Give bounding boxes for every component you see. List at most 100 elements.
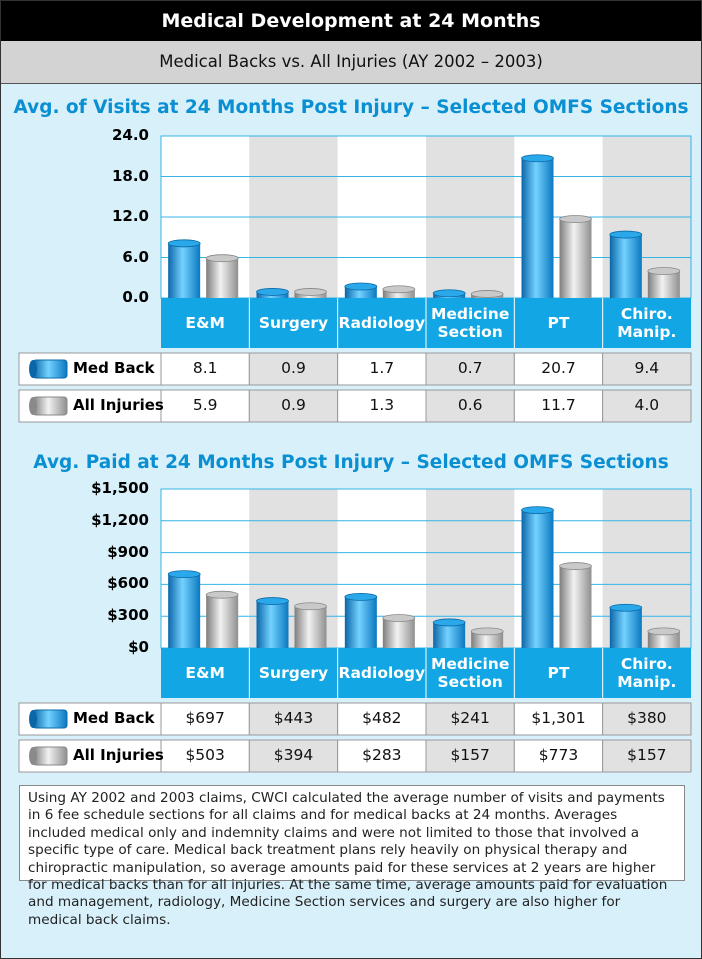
table-cell xyxy=(513,389,604,423)
legend-swatch xyxy=(32,746,68,766)
chart-title: Avg. of Visits at 24 Months Post Injury … xyxy=(13,97,689,118)
value-label: 20.7 xyxy=(541,359,576,377)
bar-cap xyxy=(470,627,504,636)
bar-cap xyxy=(609,603,643,612)
value-label: $157 xyxy=(450,746,490,764)
legend-label: Med Back xyxy=(73,709,155,727)
value-label: 0.9 xyxy=(281,359,306,377)
bar-cap xyxy=(167,570,201,579)
table-cell xyxy=(160,389,250,423)
value-label: 1.3 xyxy=(369,396,395,414)
value-label: $283 xyxy=(362,746,402,764)
legend-swatch-cap xyxy=(29,747,37,765)
x-tick-label: Medicine Section xyxy=(430,655,510,691)
bar-cap xyxy=(344,593,378,601)
value-label: $773 xyxy=(538,746,579,764)
value-label: $482 xyxy=(362,709,402,727)
bar-cap xyxy=(344,282,378,291)
bar xyxy=(521,510,554,648)
x-tick-label: Radiology xyxy=(338,664,426,682)
bar xyxy=(344,286,377,298)
legend-label: All Injuries xyxy=(73,396,164,414)
x-tick-label: Medicine Section xyxy=(430,305,510,341)
bar-cap xyxy=(559,215,592,223)
legend-swatch-cap xyxy=(29,397,37,415)
y-tick-label: 24.0 xyxy=(111,126,149,144)
bar xyxy=(559,566,592,648)
legend-swatch xyxy=(32,396,68,416)
table-cell xyxy=(425,352,515,386)
table-cell xyxy=(248,352,339,386)
legend-label: Med Back xyxy=(73,359,155,377)
table-cell xyxy=(425,739,515,773)
table-cell xyxy=(513,352,604,386)
bar-cap xyxy=(256,288,289,296)
y-tick-label: $1,500 xyxy=(91,479,149,497)
bar xyxy=(206,594,239,648)
x-tick-label: Chiro. Manip. xyxy=(617,305,677,341)
bar-cap xyxy=(470,290,504,298)
legend-swatch xyxy=(32,359,68,379)
value-label: $1,301 xyxy=(531,709,586,727)
value-label: $394 xyxy=(273,746,314,764)
x-tick-label: Radiology xyxy=(338,314,426,332)
table-cell xyxy=(160,352,250,386)
y-tick-label: $300 xyxy=(107,606,149,625)
table-cell xyxy=(602,352,692,386)
bar-cap xyxy=(647,627,681,636)
y-tick-label: $0 xyxy=(128,638,149,656)
subtitle: Medical Backs vs. All Injuries (AY 2002 … xyxy=(1,41,701,84)
x-tick-label: PT xyxy=(547,314,570,332)
legend-swatch xyxy=(32,709,68,729)
table-cell xyxy=(513,702,604,736)
bar xyxy=(206,258,239,298)
table-cell xyxy=(425,702,515,736)
bar xyxy=(647,631,680,648)
value-label: 5.9 xyxy=(192,396,218,414)
value-label: 0.7 xyxy=(457,359,483,377)
table-cell xyxy=(160,739,250,773)
bar-cap xyxy=(382,285,416,294)
value-label: 1.7 xyxy=(369,359,395,377)
value-label: $697 xyxy=(185,709,225,727)
bar-cap xyxy=(647,267,681,275)
y-tick-label: 6.0 xyxy=(122,247,149,266)
table-cell xyxy=(602,389,692,423)
table-cell xyxy=(337,702,427,736)
legend-swatch-cap xyxy=(29,710,37,728)
x-tick-label: Surgery xyxy=(258,664,329,682)
x-tick-label: Chiro. Manip. xyxy=(617,655,677,691)
note: Using AY 2002 and 2003 claims, CWCI calc… xyxy=(19,785,685,928)
value-label: 0.6 xyxy=(457,396,483,414)
bar-cap xyxy=(521,154,554,163)
bar xyxy=(471,631,504,648)
bar-cap xyxy=(432,618,466,627)
value-label: $380 xyxy=(627,709,667,727)
bar xyxy=(168,574,201,648)
bar xyxy=(168,243,201,298)
bar-cap xyxy=(559,562,592,570)
table-cell xyxy=(337,739,427,773)
table-cell xyxy=(513,739,604,773)
y-tick-label: 12.0 xyxy=(111,207,149,225)
value-label: $443 xyxy=(273,709,314,727)
value-label: $503 xyxy=(185,746,225,764)
bar xyxy=(647,271,680,298)
bar xyxy=(382,289,415,298)
bar xyxy=(559,219,592,298)
bar xyxy=(344,596,377,648)
banner: Medical Development at 24 Months xyxy=(1,1,701,41)
bar xyxy=(521,158,554,298)
table-cell xyxy=(248,702,339,736)
bar-cap xyxy=(205,590,239,599)
x-tick-label: E&M xyxy=(185,664,225,682)
bar xyxy=(294,606,327,648)
bar-cap xyxy=(256,597,289,605)
bar-cap xyxy=(294,602,327,611)
value-label: $241 xyxy=(450,709,490,727)
table-cell xyxy=(337,389,427,423)
value-label: 11.7 xyxy=(541,396,576,414)
y-tick-label: $900 xyxy=(107,542,149,561)
